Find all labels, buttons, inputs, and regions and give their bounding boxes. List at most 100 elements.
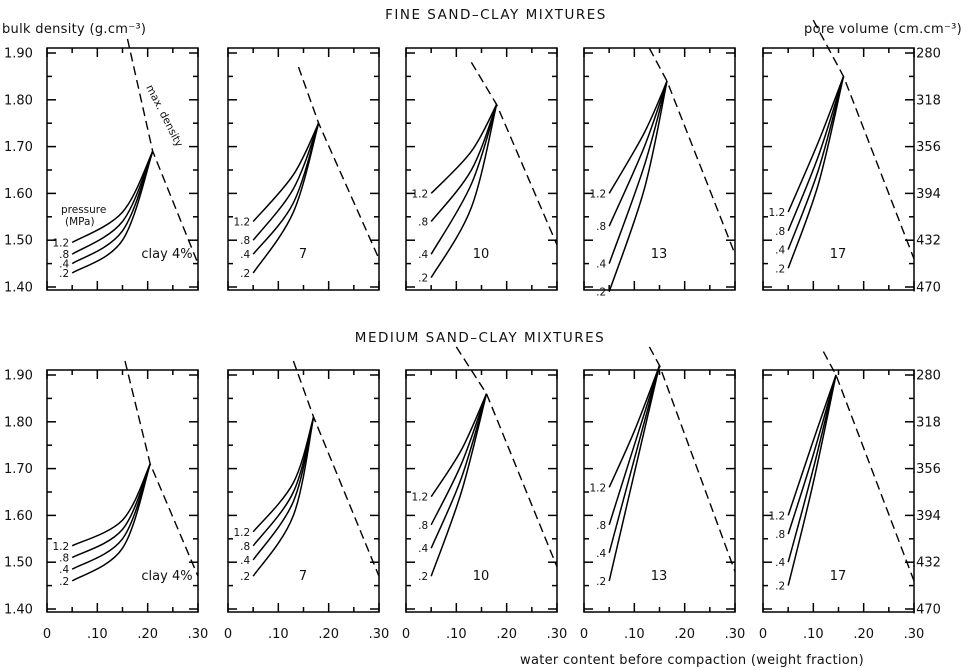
y2-tick-label: .280 (912, 369, 941, 384)
clay-label: 13 (651, 569, 668, 584)
compaction-curve (608, 365, 661, 553)
y2-tick-label: .280 (912, 47, 941, 62)
max-density-line (126, 38, 199, 264)
x-tick-label: .20 (496, 627, 517, 642)
x-tick-label: 0 (580, 627, 588, 642)
pressure-label: .4 (240, 555, 250, 567)
panel: 1.2.8.4.2 clay 4% (46, 38, 199, 291)
compaction-curve (252, 122, 320, 274)
x-tick-label: .10 (268, 627, 289, 642)
pressure-label: .8 (418, 217, 428, 229)
compaction-curve (787, 374, 837, 563)
compaction-curve (71, 463, 151, 570)
y2-tick-label: .356 (912, 462, 941, 477)
x-tick-label: .30 (904, 627, 925, 642)
pressure-label: .2 (59, 576, 69, 588)
x-tick-label: .30 (188, 627, 209, 642)
compaction-curve (430, 104, 498, 255)
y2-tick-label: .318 (912, 93, 941, 108)
pressure-label: .8 (59, 249, 69, 261)
panel: 1.2 .8 .4 .2 13 (583, 47, 736, 299)
clay-label: 17 (830, 247, 847, 262)
pressure-label: 1.2 (768, 510, 785, 522)
x-tick-label: .20 (318, 627, 339, 642)
x-tick-label: .10 (624, 627, 645, 642)
x-tick-label: .10 (87, 627, 108, 642)
x-tick-label: .30 (547, 627, 568, 642)
compaction-curve (608, 80, 668, 227)
pressure-label: 1.2 (768, 207, 785, 219)
compaction-curve (608, 365, 661, 488)
panel: 0 .10 .20 .30 1.2 .8 .4 .2 13 (580, 346, 746, 642)
pressure-label: 1.2 (233, 217, 250, 229)
y-tick-label: 1.70 (4, 140, 33, 155)
compaction-curve (252, 416, 315, 547)
clay-label: 10 (473, 247, 490, 262)
pressure-label: .2 (418, 273, 428, 285)
compaction-curve (71, 151, 154, 274)
y-tick-label: 1.80 (4, 415, 33, 430)
x-tick-label: .20 (674, 627, 695, 642)
clay-label: 7 (299, 247, 307, 262)
max-density-line (292, 360, 380, 577)
y2-tick-label: .318 (912, 415, 941, 430)
pressure-label: .4 (418, 249, 428, 261)
x-tick-label: .10 (803, 627, 824, 642)
y-tick-label: 1.40 (4, 281, 33, 296)
y2-tick-label: .356 (912, 140, 941, 155)
x-tick-label: .30 (369, 627, 390, 642)
pressure-label: .8 (775, 226, 785, 238)
x-tick-label: 0 (224, 627, 232, 642)
pressure-label: .2 (240, 268, 250, 280)
y-tick-label: 1.50 (4, 556, 33, 571)
y-tick-label: 1.90 (4, 47, 33, 62)
panel: 0 .10 .20 .30 1.2.8.4.2 clay 4% (43, 360, 209, 642)
y-tick-label: 1.90 (4, 369, 33, 384)
max-density-line (648, 346, 736, 572)
pressure-label: .4 (418, 543, 428, 555)
compaction-curve (787, 374, 837, 586)
pressure-label: pressure (61, 204, 106, 216)
y-tick-label: 1.60 (4, 509, 33, 524)
pressure-label: .4 (596, 548, 606, 560)
compaction-curve (787, 374, 837, 535)
max-density-line (124, 360, 199, 577)
pressure-label: .2 (775, 263, 785, 275)
compaction-curve (608, 80, 668, 194)
pressure-label: .8 (596, 221, 606, 233)
pressure-label: 1.2 (411, 492, 428, 504)
compaction-curve (430, 104, 498, 222)
pressure-label: .8 (596, 520, 606, 532)
pressure-label: 1.2 (52, 238, 69, 250)
compaction-curve (430, 393, 488, 498)
fine-row-title: FINE SAND–CLAY MIXTURES (385, 7, 607, 23)
clay-label: 7 (299, 569, 307, 584)
max-density-line (470, 62, 558, 246)
pressure-label: .4 (775, 557, 785, 569)
x-tick-label: 0 (759, 627, 767, 642)
pressure-label: .2 (596, 576, 606, 588)
clay-label: clay 4% (141, 247, 192, 262)
pressure-label: .8 (240, 541, 250, 553)
max-density-line (822, 351, 915, 582)
y-tick-label: 1.40 (4, 603, 33, 618)
pressure-unit-label: (MPa) (65, 216, 95, 228)
compaction-curve (430, 393, 488, 526)
pressure-label: .8 (59, 553, 69, 565)
y2-tick-label: .432 (912, 234, 941, 249)
right-axis-title: pore volume (cm.cm⁻³) (804, 22, 962, 37)
panel: 1.2 .8 .4 .2 7 (227, 47, 380, 291)
pressure-label: .2 (775, 581, 785, 593)
compaction-curve (252, 416, 315, 533)
pressure-label: 1.2 (411, 188, 428, 200)
compaction-curve (252, 122, 320, 255)
x-tick-label: 0 (43, 627, 51, 642)
compaction-curve (787, 374, 837, 516)
x-tick-label: .20 (853, 627, 874, 642)
pressure-label: .4 (596, 259, 606, 271)
x-axis-title: water content before compaction (weight … (520, 653, 864, 668)
x-tick-label: .30 (725, 627, 746, 642)
compaction-curve (608, 80, 668, 292)
compaction-curve (430, 104, 498, 278)
